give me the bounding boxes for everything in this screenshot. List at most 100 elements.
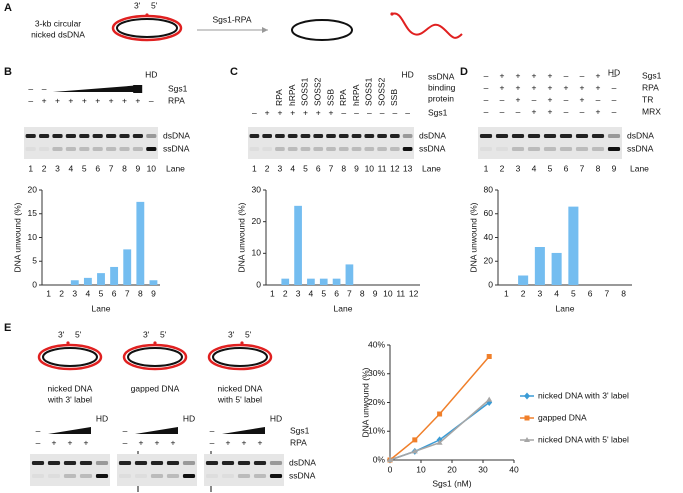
sign: –	[42, 83, 47, 93]
nick	[145, 13, 149, 17]
band	[313, 147, 324, 151]
x-tick-label: 5	[571, 288, 576, 298]
band-label: ssDNA	[163, 143, 190, 153]
label-dot	[66, 341, 70, 345]
end-label: 3'	[134, 0, 141, 10]
x-tick-label: 40	[509, 464, 519, 474]
gel	[478, 127, 622, 159]
band	[249, 147, 260, 151]
sign: +	[548, 94, 553, 104]
end-label: 5'	[75, 329, 82, 339]
x-axis-title: Lane	[334, 303, 353, 313]
band	[326, 147, 336, 151]
lane-number: 6	[95, 163, 100, 173]
column-header: SSB	[389, 89, 399, 106]
lane-title: Lane	[422, 163, 441, 173]
lane-number: 2	[500, 163, 505, 173]
x-tick-label: 10	[416, 464, 426, 474]
sign: +	[55, 95, 60, 105]
arrow-label: Sgs1-RPA	[212, 14, 251, 24]
band	[364, 147, 375, 151]
row-label: MRX	[642, 106, 661, 116]
x-axis-title: Sgs1 (nM)	[432, 478, 471, 488]
band	[249, 134, 260, 138]
gel	[248, 127, 414, 159]
bar	[319, 278, 328, 285]
x-tick-label: 7	[347, 288, 352, 298]
end-label: 5'	[160, 329, 167, 339]
sign: –	[210, 425, 215, 435]
panel-letter: D	[460, 66, 468, 78]
sign: +	[135, 95, 140, 105]
band	[221, 474, 235, 478]
lane-number: 4	[69, 163, 74, 173]
band	[146, 134, 157, 138]
band	[150, 474, 164, 478]
lane-title: Lane	[630, 163, 649, 173]
sign: –	[532, 94, 537, 104]
sign: +	[596, 82, 601, 92]
bar	[83, 277, 92, 285]
sign: –	[380, 107, 385, 117]
x-tick-label: 10	[383, 288, 393, 298]
y-tick-label: 10%	[368, 426, 385, 436]
y-tick-label: 10	[252, 248, 262, 258]
sign: +	[500, 70, 505, 80]
band	[31, 474, 45, 478]
bar	[307, 278, 315, 285]
sign: +	[564, 82, 569, 92]
sign: –	[28, 83, 33, 93]
sign: +	[500, 82, 505, 92]
sign: +	[68, 95, 73, 105]
bar	[123, 249, 132, 285]
lane-number: 8	[122, 163, 127, 173]
label-dot	[153, 341, 157, 345]
band	[253, 461, 267, 465]
sign: –	[484, 106, 489, 116]
band	[118, 461, 132, 465]
bar	[97, 273, 105, 285]
band	[237, 461, 251, 465]
sign: –	[564, 70, 569, 80]
sign: +	[84, 437, 89, 447]
band	[166, 461, 180, 465]
x-tick-label: 2	[521, 288, 526, 298]
marker	[524, 392, 530, 400]
row-label: RPA	[290, 437, 307, 447]
band	[313, 134, 324, 138]
sign: +	[532, 106, 537, 116]
bar	[345, 264, 354, 285]
substrate-label: nicked dsDNA	[31, 29, 85, 39]
band	[559, 134, 573, 138]
lane-number: 7	[329, 163, 334, 173]
end-label: 5'	[151, 0, 158, 10]
y-tick-label: 20%	[368, 397, 385, 407]
bar	[551, 252, 562, 285]
column-header: hRPA	[287, 84, 297, 106]
lane-number: 12	[390, 163, 400, 173]
sign: +	[139, 437, 144, 447]
band-label: dsDNA	[627, 130, 654, 140]
row-label: Sgs1	[168, 83, 188, 93]
x-tick-label: 9	[373, 288, 378, 298]
band	[351, 134, 362, 138]
band	[269, 474, 283, 478]
band	[338, 147, 349, 151]
x-tick-label: 7	[125, 288, 130, 298]
band	[106, 147, 117, 151]
band	[253, 474, 267, 478]
marker	[437, 411, 443, 417]
substrate-label: 3-kb circular	[35, 18, 81, 28]
y-axis-title: DNA unwound (%)	[236, 202, 246, 272]
legend-label: gapped DNA	[538, 412, 587, 422]
sign: –	[612, 82, 617, 92]
sign: –	[580, 70, 585, 80]
band	[607, 134, 621, 138]
band	[479, 134, 493, 138]
row-label: ssDNA	[428, 71, 455, 81]
x-tick-label: 3	[72, 288, 77, 298]
x-axis-title: Lane	[92, 303, 111, 313]
band	[31, 461, 45, 465]
sign: –	[36, 437, 41, 447]
band	[132, 147, 143, 151]
